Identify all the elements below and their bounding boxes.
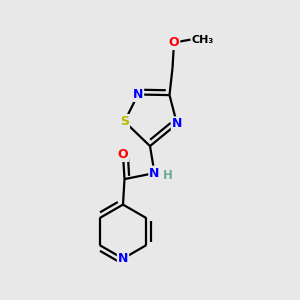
Text: N: N — [149, 167, 160, 180]
Text: S: S — [120, 115, 129, 128]
Text: O: O — [118, 148, 128, 161]
Text: N: N — [118, 252, 128, 265]
Text: O: O — [169, 36, 179, 49]
Text: H: H — [163, 169, 173, 182]
Text: N: N — [172, 117, 182, 130]
Text: N: N — [133, 88, 143, 101]
Text: CH₃: CH₃ — [192, 34, 214, 45]
